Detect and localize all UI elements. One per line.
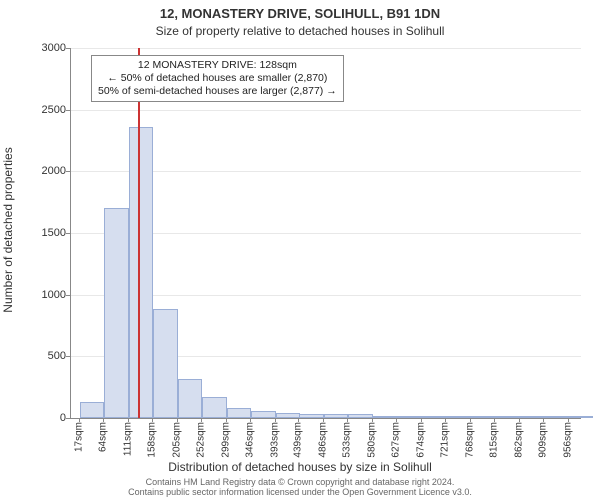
chart-container: 12, MONASTERY DRIVE, SOLIHULL, B91 1DN S… — [0, 0, 600, 500]
histogram-bar — [446, 416, 470, 418]
x-tick-label: 486sqm — [317, 422, 328, 458]
x-tick-label: 768sqm — [464, 422, 475, 458]
x-tick-label: 17sqm — [73, 422, 84, 452]
annotation-line-1: 12 MONASTERY DRIVE: 128sqm — [98, 59, 337, 72]
histogram-bar — [129, 127, 153, 418]
histogram-bar — [104, 208, 128, 418]
histogram-bar — [422, 416, 446, 418]
footer-attribution: Contains HM Land Registry data © Crown c… — [0, 478, 600, 498]
annotation-line-3: 50% of semi-detached houses are larger (… — [98, 85, 337, 98]
x-tick-label: 158sqm — [147, 422, 158, 458]
histogram-bar — [397, 416, 421, 418]
x-tick-label: 205sqm — [171, 422, 182, 458]
x-tick-label: 862sqm — [513, 422, 524, 458]
x-tick-label: 111sqm — [122, 422, 133, 456]
y-tick-mark — [66, 233, 70, 234]
x-axis-label: Distribution of detached houses by size … — [0, 460, 600, 474]
plot-area: 12 MONASTERY DRIVE: 128sqm ← 50% of deta… — [70, 48, 581, 419]
footer-line-2: Contains public sector information licen… — [0, 488, 600, 498]
histogram-bar — [324, 414, 348, 418]
y-tick-mark — [66, 171, 70, 172]
x-tick-label: 299sqm — [220, 422, 231, 458]
histogram-bar — [569, 416, 593, 418]
x-tick-label: 909sqm — [538, 422, 549, 458]
y-tick-mark — [66, 418, 70, 419]
annotation-box: 12 MONASTERY DRIVE: 128sqm ← 50% of deta… — [91, 55, 344, 102]
histogram-bar — [80, 402, 104, 418]
y-tick-label: 1000 — [26, 289, 66, 301]
histogram-bar — [544, 416, 568, 418]
chart-subtitle: Size of property relative to detached ho… — [0, 24, 600, 38]
annotation-line-2: ← 50% of detached houses are smaller (2,… — [98, 72, 337, 85]
x-tick-label: 956sqm — [562, 422, 573, 458]
histogram-bar — [251, 411, 275, 418]
y-tick-label: 1500 — [26, 227, 66, 239]
histogram-bar — [153, 309, 177, 418]
y-axis-label: Number of detached properties — [1, 147, 15, 312]
y-tick-label: 2500 — [26, 104, 66, 116]
histogram-bar — [348, 414, 372, 418]
chart-title: 12, MONASTERY DRIVE, SOLIHULL, B91 1DN — [0, 6, 600, 21]
property-marker-line — [138, 48, 140, 418]
x-tick-label: 580sqm — [366, 422, 377, 458]
y-tick-label: 2000 — [26, 165, 66, 177]
histogram-bar — [495, 416, 519, 418]
x-tick-label: 439sqm — [293, 422, 304, 458]
x-tick-label: 64sqm — [98, 422, 109, 452]
histogram-bar — [227, 408, 251, 418]
histogram-bar — [276, 413, 300, 418]
x-tick-label: 533sqm — [342, 422, 353, 458]
histogram-bar — [178, 379, 202, 418]
histogram-bar — [299, 414, 323, 418]
histogram-bar — [471, 416, 495, 418]
histogram-bar — [520, 416, 544, 418]
x-tick-label: 627sqm — [391, 422, 402, 458]
x-tick-label: 393sqm — [269, 422, 280, 458]
y-tick-mark — [66, 110, 70, 111]
histogram-bar — [202, 397, 226, 418]
grid-line — [71, 110, 581, 111]
y-tick-label: 0 — [26, 412, 66, 424]
y-tick-label: 500 — [26, 350, 66, 362]
histogram-bar — [373, 416, 397, 418]
x-tick-label: 815sqm — [489, 422, 500, 458]
grid-line — [71, 48, 581, 49]
x-tick-label: 252sqm — [196, 422, 207, 458]
x-tick-label: 721sqm — [440, 422, 451, 458]
y-tick-mark — [66, 48, 70, 49]
x-tick-label: 674sqm — [415, 422, 426, 458]
x-tick-label: 346sqm — [245, 422, 256, 458]
y-tick-label: 3000 — [26, 42, 66, 54]
y-tick-mark — [66, 295, 70, 296]
y-tick-mark — [66, 356, 70, 357]
